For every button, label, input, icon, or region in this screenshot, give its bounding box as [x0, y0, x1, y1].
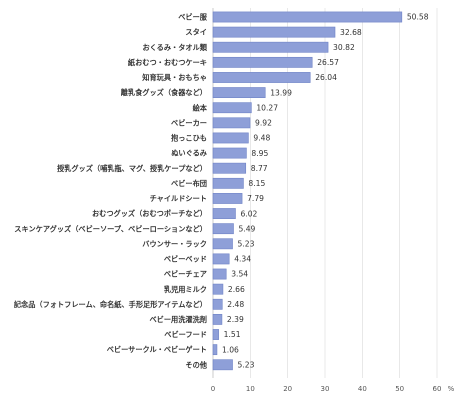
category-label: スタイ: [185, 28, 207, 37]
value-label: 8.95: [251, 149, 268, 158]
bar: [212, 56, 313, 68]
value-label: 1.06: [222, 345, 239, 354]
bar: [212, 253, 230, 265]
bar: [212, 87, 266, 98]
category-label: ベビーカー: [171, 118, 207, 127]
category-labels: ベビー服スタイおくるみ・タオル類紙おむつ・おむつケーキ知育玩具・おもちゃ離乳食グ…: [14, 13, 208, 370]
bar: [212, 344, 218, 356]
bar: [212, 359, 233, 371]
category-label: 記念品（フォトフレーム、命名紙、手形足形アイテムなど）: [14, 300, 207, 309]
bar: [212, 162, 247, 174]
value-label: 50.58: [407, 13, 429, 22]
bar: [212, 132, 249, 144]
category-label: チャイルドシート: [150, 194, 207, 203]
category-label: ベビーベッド: [164, 255, 207, 264]
bar: [212, 117, 251, 129]
value-label: 10.27: [256, 103, 278, 112]
category-label: ベビー布団: [171, 179, 207, 188]
bar: [212, 283, 224, 295]
value-label: 6.02: [240, 209, 257, 218]
bar: [212, 313, 223, 325]
category-label: ベビー用洗濯洗剤: [149, 315, 207, 324]
category-label: 絵本: [193, 103, 208, 112]
value-labels: 50.58 32.68 30.82 26.57 26.04 13.99 10.27 9.92 9…: [222, 13, 429, 370]
category-label: ベビーフード: [164, 330, 207, 339]
value-label: 26.57: [317, 58, 339, 67]
category-label: 離乳食グッズ（食器など）: [121, 88, 207, 97]
category-label: 抱っこひも: [171, 134, 207, 143]
value-label: 26.04: [315, 73, 337, 82]
value-label: 32.68: [340, 28, 362, 37]
category-label: 知育玩具・おもちゃ: [141, 73, 207, 82]
category-label: ベビー服: [178, 13, 208, 22]
category-label: バウンサー・ラック: [142, 239, 207, 248]
bar: [212, 147, 247, 159]
value-label: 9.92: [255, 119, 272, 128]
value-label: 2.66: [228, 285, 245, 294]
bar: [212, 102, 252, 114]
bar: [212, 208, 236, 219]
x-tick-label: 30: [321, 385, 330, 393]
category-label: 乳児用ミルク: [164, 285, 207, 294]
x-tick-label: 50: [395, 385, 404, 393]
value-label: 5.23: [238, 360, 255, 369]
bar: [212, 223, 234, 235]
value-label: 4.34: [234, 255, 251, 264]
value-label: 13.99: [270, 88, 292, 97]
value-label: 3.54: [231, 270, 248, 279]
bar: [212, 11, 403, 23]
x-axis-ticks: 0 10 20 30 40 50 60: [211, 385, 442, 393]
bar: [212, 268, 227, 280]
x-axis-unit-label: %: [448, 385, 455, 393]
value-label: 2.39: [227, 315, 244, 324]
value-label: 5.49: [238, 224, 255, 233]
bar: [212, 177, 244, 189]
value-label: 30.82: [333, 43, 355, 52]
bar: [212, 72, 311, 83]
x-tick-label: 10: [246, 385, 255, 393]
value-label: 9.48: [253, 134, 270, 143]
x-tick-label: 20: [283, 385, 292, 393]
bar: [212, 238, 233, 250]
bars: [212, 11, 403, 371]
value-label: 8.77: [251, 164, 268, 173]
value-label: 5.23: [238, 240, 255, 249]
category-label: ベビーサークル・ベビーゲート: [107, 345, 207, 354]
value-label: 8.15: [248, 179, 265, 188]
category-label: 授乳グッズ（哺乳瓶、マグ、授乳ケープなど）: [57, 164, 207, 173]
x-tick-label: 0: [211, 385, 215, 393]
bar: [212, 329, 219, 340]
value-label: 7.79: [247, 194, 264, 203]
x-tick-label: 60: [433, 385, 442, 393]
value-label: 1.51: [224, 330, 241, 339]
bar: [212, 41, 329, 53]
bar: [212, 298, 223, 310]
category-label: 紙おむつ・おむつケーキ: [128, 58, 207, 67]
category-label: ベビーチェア: [164, 270, 207, 279]
category-label: その他: [185, 360, 207, 369]
bar: [212, 193, 243, 204]
category-label: おむつグッズ（おむつポーチなど）: [92, 209, 207, 218]
category-label: おくるみ・タオル類: [142, 43, 207, 52]
x-tick-label: 40: [358, 385, 367, 393]
category-label: ぬいぐるみ: [171, 149, 207, 158]
value-label: 2.48: [227, 300, 244, 309]
bar: [212, 26, 336, 38]
category-label: スキンケアグッズ（ベビーソープ、ベビーローションなど）: [14, 224, 207, 233]
